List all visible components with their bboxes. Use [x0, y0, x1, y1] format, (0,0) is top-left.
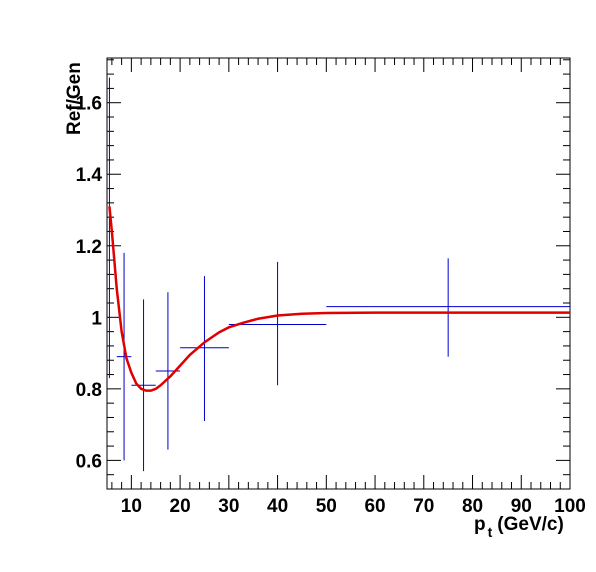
x-tick-label: 70: [413, 496, 434, 517]
plot-frame: [106, 57, 571, 490]
data-point: [116, 252, 132, 461]
data-point: [131, 299, 156, 472]
x-tick-label: 80: [462, 496, 483, 517]
x-axis-title-units: (GeV/c): [497, 514, 564, 535]
y-tick-label: 0.6: [76, 451, 102, 472]
x-tick-label: 100: [554, 496, 586, 517]
y-tick-label: 0.8: [76, 380, 102, 401]
x-tick-label: 40: [267, 496, 288, 517]
data-point: [228, 261, 327, 386]
x-tick-label: 10: [121, 496, 142, 517]
x-tick-label: 30: [218, 496, 239, 517]
y-tick-label: 1: [91, 308, 102, 329]
x-axis-title-subscript: t: [488, 524, 493, 540]
x-tick-label: 50: [316, 496, 337, 517]
x-tick-label: 90: [511, 496, 532, 517]
y-tick-label: 1.2: [76, 237, 102, 258]
fit-curve: [108, 206, 570, 392]
data-point: [180, 276, 229, 422]
y-tick-label: 1.4: [76, 165, 103, 186]
y-axis: 0.6 0.8 1 1.2 1.4 1.6: [76, 59, 570, 476]
x-axis-title-main: p: [474, 514, 486, 535]
x-axis-title: p t (GeV/c): [474, 514, 564, 540]
x-axis: 10 20 30 40 50 60 70 80 90 100: [111, 58, 586, 517]
y-axis-title: Ref/Gen: [64, 62, 85, 135]
data-point: [326, 258, 570, 357]
x-tick-label: 20: [170, 496, 191, 517]
x-tick-label: 60: [364, 496, 385, 517]
data-points: [107, 77, 570, 472]
y-tick-label: 1.6: [76, 94, 102, 115]
